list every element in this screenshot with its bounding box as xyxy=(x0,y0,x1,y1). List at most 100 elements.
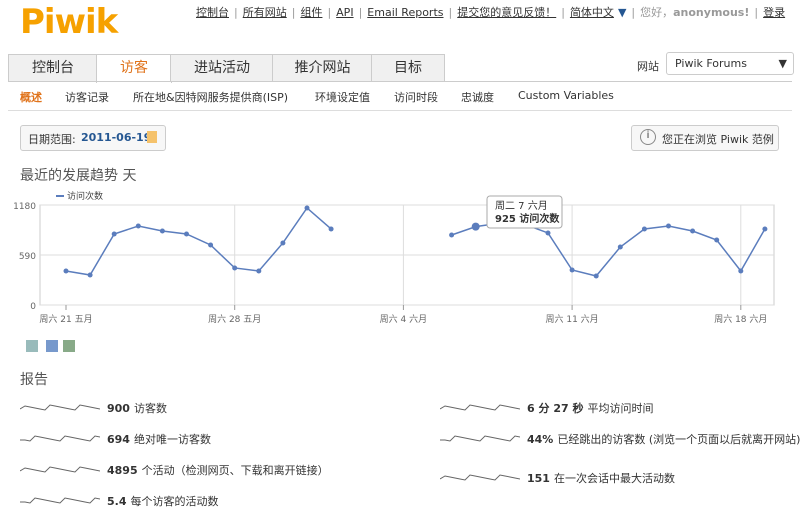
x-tick-label: 周六 4 六月 xyxy=(380,313,427,325)
data-point xyxy=(111,231,117,237)
subnav-item[interactable]: 概述 xyxy=(20,91,42,104)
sparkline-path xyxy=(440,404,520,411)
sparkline-path xyxy=(440,435,520,442)
tab[interactable]: 访客 xyxy=(96,54,172,83)
icon-graph[interactable] xyxy=(26,340,38,352)
sparkline xyxy=(20,497,100,504)
data-point xyxy=(256,268,262,274)
site-label: 网站 xyxy=(637,60,659,73)
report-item[interactable]: 44% 已经跳出的访客数 (浏览一个页面以后就离开网站) xyxy=(527,432,800,447)
user: anonymous! xyxy=(673,6,750,19)
report-item[interactable]: 900 访客数 xyxy=(107,401,407,416)
tab[interactable]: 控制台 xyxy=(8,54,98,81)
top-link[interactable]: 提交您的意见反馈！ xyxy=(457,6,557,19)
report-label: 绝对唯一访客数 xyxy=(133,433,211,446)
tooltip-box xyxy=(486,195,563,229)
subnav-item[interactable]: 所在地&因特网服务提供商(ISP) xyxy=(133,91,289,104)
data-point xyxy=(569,267,575,273)
y-tick-label: 590 xyxy=(19,252,36,262)
data-point xyxy=(304,205,310,211)
data-point xyxy=(449,232,455,238)
data-point xyxy=(208,242,214,248)
tab[interactable]: 目标 xyxy=(371,54,445,81)
x-tick-label: 周六 11 六月 xyxy=(546,313,599,325)
top-link[interactable]: 所有网站 xyxy=(242,6,287,19)
site-name: Piwik Forums xyxy=(675,57,747,70)
sparkline xyxy=(440,435,520,442)
icon-table[interactable] xyxy=(46,340,58,352)
login[interactable]: 登录 xyxy=(763,6,786,19)
tooltip-text: 925 访问次数 xyxy=(495,212,560,225)
subnav-item[interactable]: 忠诚度 xyxy=(461,91,494,104)
data-point xyxy=(328,226,334,232)
subnav-item[interactable]: 环境设定值 xyxy=(315,91,370,104)
date-box[interactable]: 日期范围: 2011-06-19 xyxy=(20,125,166,151)
report-label: 个活动（检测网页、下载和离开链接） xyxy=(141,464,329,477)
site-select[interactable]: Piwik Forums ▼ xyxy=(666,52,794,75)
top-link[interactable]: 组件 xyxy=(300,6,323,19)
subnav-item[interactable]: 访问时段 xyxy=(394,91,438,104)
x-tick-label: 周六 18 六月 xyxy=(714,313,767,325)
logo[interactable]: Piwik xyxy=(20,2,118,42)
subnav-item[interactable]: 访客记录 xyxy=(65,91,109,104)
data-point xyxy=(135,223,141,229)
section-title: 最近的发展趋势 天 xyxy=(20,168,137,184)
separator: | xyxy=(561,6,565,19)
data-point xyxy=(738,268,744,274)
report-item[interactable]: 4895 个活动（检测网页、下载和离开链接） xyxy=(107,463,407,478)
report-value: 151 xyxy=(527,472,550,485)
report-label: 已经跳出的访客数 (浏览一个页面以后就离开网站) xyxy=(557,433,800,446)
sparkline xyxy=(20,466,100,473)
top-link[interactable]: 控制台 xyxy=(196,6,229,19)
report-item[interactable]: 694 绝对唯一访客数 xyxy=(107,432,407,447)
report-item[interactable]: 5.4 每个访客的活动数 xyxy=(107,494,407,509)
sparkline-path xyxy=(20,497,100,504)
data-point xyxy=(545,230,551,236)
tab[interactable]: 推介网站 xyxy=(272,54,373,81)
report-label: 每个访客的活动数 xyxy=(130,495,219,508)
info-icon: i xyxy=(640,129,656,145)
calendar-icon xyxy=(147,131,157,143)
report-label: 在一次会话中最大活动数 xyxy=(553,472,675,485)
sparkline-path xyxy=(440,474,520,481)
data-point xyxy=(471,222,480,231)
report-value: 5.4 xyxy=(107,495,127,508)
subnav-item[interactable]: Custom Variables xyxy=(518,89,614,102)
separator: | xyxy=(754,6,759,19)
data-point xyxy=(617,244,623,250)
report-value: 6 分 27 秒 xyxy=(527,402,584,415)
y-tick-label: 0 xyxy=(30,302,36,312)
sparkline xyxy=(20,435,100,442)
separator: | xyxy=(234,6,238,19)
data-point xyxy=(63,268,69,274)
report-item[interactable]: 151 在一次会话中最大活动数 xyxy=(527,471,800,486)
data-point xyxy=(714,237,720,243)
sparkline xyxy=(20,404,100,411)
greeting: 您好， xyxy=(640,6,674,19)
reports-title: 报告 xyxy=(20,372,48,388)
dropdown-arrow: ▼ xyxy=(778,57,787,70)
separator: | xyxy=(358,6,363,19)
report-value: 900 xyxy=(107,402,130,415)
sparkline xyxy=(440,404,520,411)
data-point xyxy=(762,226,768,232)
tab[interactable]: 进站活动 xyxy=(170,54,274,81)
dropdown-arrow: ▼ xyxy=(617,6,627,19)
tooltip-title: 周二 7 六月 xyxy=(495,200,548,212)
data-point xyxy=(641,226,647,232)
data-point xyxy=(593,273,599,279)
top-link[interactable]: 简体中文 xyxy=(569,6,614,19)
separator: | xyxy=(327,6,332,19)
report-item[interactable]: 6 分 27 秒平均访问时间 xyxy=(527,401,800,416)
report-label: 平均访问时间 xyxy=(587,402,654,415)
date-label: 日期范围: xyxy=(28,133,76,146)
data-point xyxy=(87,272,93,278)
separator: | xyxy=(291,6,296,19)
x-tick-label: 周六 28 五月 xyxy=(208,313,261,325)
chart: 0 590 1180 周六 21 五月 周六 28 五月 周六 4 六月 周六 11 六月 周… xyxy=(13,190,775,325)
top-link[interactable]: API xyxy=(336,6,354,19)
icon-image[interactable] xyxy=(63,340,75,352)
top-link[interactable]: Email Reports xyxy=(367,6,444,19)
sparkline xyxy=(440,474,520,481)
data-point xyxy=(666,223,671,229)
